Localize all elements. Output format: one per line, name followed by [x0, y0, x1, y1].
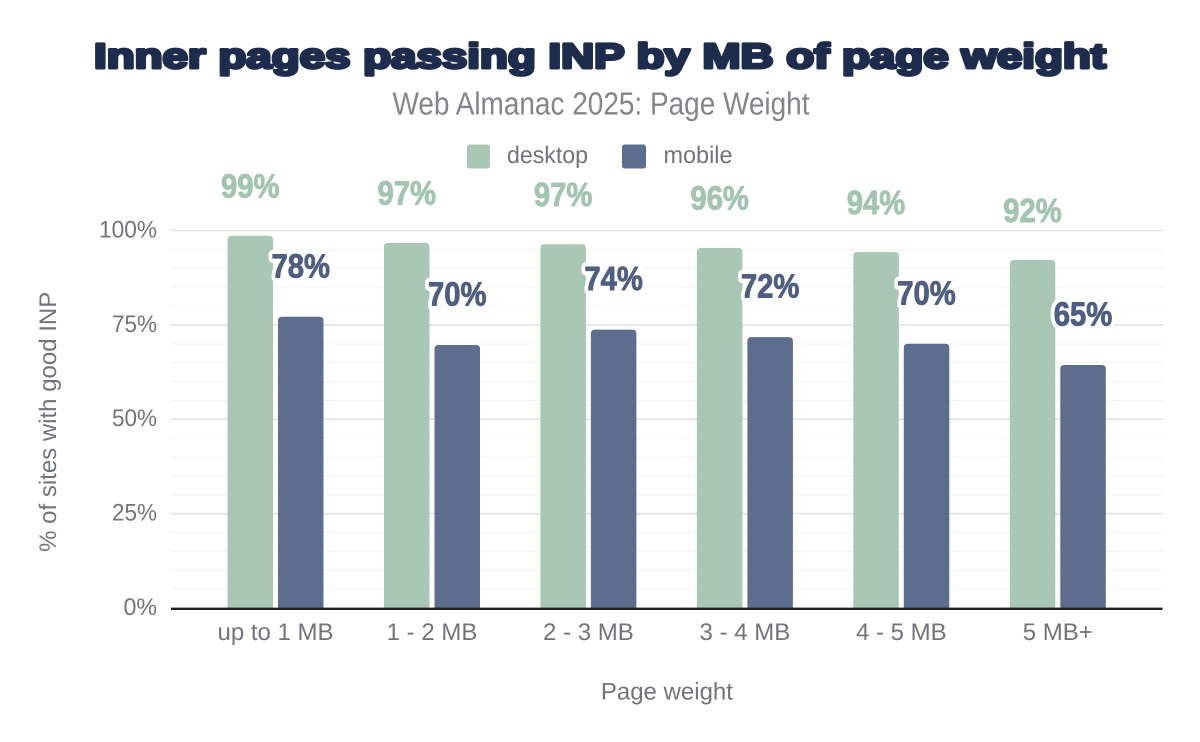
svg-text:99%: 99% [221, 169, 280, 206]
svg-text:4 - 5 MB: 4 - 5 MB [856, 619, 947, 646]
svg-text:72%: 72% [741, 269, 800, 306]
svg-text:70%: 70% [897, 275, 956, 312]
svg-text:65%: 65% [1054, 297, 1113, 334]
svg-text:78%: 78% [272, 248, 331, 285]
svg-text:74%: 74% [584, 261, 643, 298]
svg-text:75%: 75% [112, 311, 157, 338]
svg-text:% of sites with good INP: % of sites with good INP [35, 292, 62, 552]
svg-text:desktop: desktop [507, 142, 588, 169]
svg-text:72%: 72% [741, 269, 800, 306]
svg-text:up to 1 MB: up to 1 MB [217, 619, 333, 646]
svg-text:Inner pages passing INP by MB: Inner pages passing INP by MB of page we… [94, 37, 1106, 76]
svg-text:97%: 97% [378, 176, 437, 213]
svg-text:92%: 92% [1003, 193, 1062, 230]
svg-text:94%: 94% [847, 185, 906, 222]
svg-text:70%: 70% [428, 277, 487, 314]
svg-text:Web Almanac 2025: Page Weight: Web Almanac 2025: Page Weight [393, 86, 810, 122]
svg-text:70%: 70% [428, 277, 487, 314]
svg-text:92%: 92% [1003, 193, 1062, 230]
svg-text:50%: 50% [112, 405, 157, 432]
svg-text:96%: 96% [690, 181, 749, 218]
svg-text:97%: 97% [534, 177, 593, 214]
svg-text:97%: 97% [378, 176, 437, 213]
svg-text:25%: 25% [112, 500, 157, 527]
svg-text:65%: 65% [1054, 297, 1113, 334]
svg-text:2 - 3 MB: 2 - 3 MB [543, 619, 634, 646]
svg-text:70%: 70% [897, 275, 956, 312]
svg-text:3 - 4 MB: 3 - 4 MB [700, 619, 791, 646]
svg-text:1 - 2 MB: 1 - 2 MB [387, 619, 478, 646]
svg-text:0%: 0% [124, 594, 158, 621]
svg-text:94%: 94% [847, 185, 906, 222]
svg-text:96%: 96% [690, 181, 749, 218]
svg-text:100%: 100% [99, 217, 157, 244]
svg-text:mobile: mobile [664, 142, 733, 169]
svg-text:5 MB+: 5 MB+ [1023, 619, 1093, 646]
svg-text:74%: 74% [584, 261, 643, 298]
svg-text:Page weight: Page weight [601, 678, 733, 705]
svg-text:97%: 97% [534, 177, 593, 214]
svg-text:78%: 78% [272, 248, 331, 285]
svg-text:99%: 99% [221, 169, 280, 206]
